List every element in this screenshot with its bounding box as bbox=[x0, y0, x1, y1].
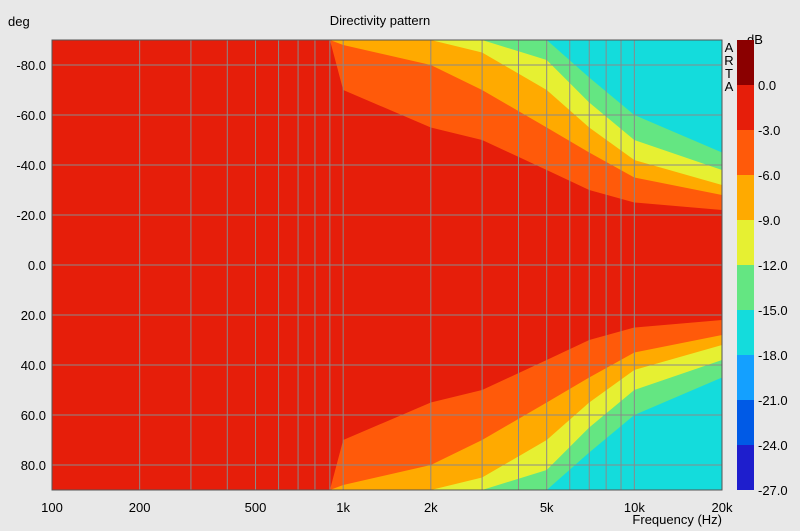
colorbar-swatch bbox=[737, 40, 754, 85]
y-tick-label: -60.0 bbox=[16, 108, 46, 123]
colorbar-swatch bbox=[737, 175, 754, 220]
colorbar-tick-label: -24.0 bbox=[758, 438, 788, 453]
x-tick-label: 100 bbox=[41, 500, 63, 515]
grid-lines bbox=[51, 39, 723, 491]
colorbar-tick-label: -15.0 bbox=[758, 303, 788, 318]
x-tick-label: 1k bbox=[336, 500, 350, 515]
chart-title: Directivity pattern bbox=[330, 13, 430, 28]
colorbar-swatch bbox=[737, 85, 754, 130]
y-tick-label: 60.0 bbox=[21, 408, 46, 423]
y-tick-label: -80.0 bbox=[16, 58, 46, 73]
x-tick-label: 5k bbox=[540, 500, 554, 515]
y-axis-ticks: -80.0 -60.0 -40.0 -20.0 0.0 20.0 40.0 60.0 80.0 bbox=[16, 58, 46, 473]
colorbar-swatch bbox=[737, 220, 754, 265]
x-tick-label: 20k bbox=[712, 500, 733, 515]
colorbar-swatch bbox=[737, 130, 754, 175]
y-tick-label: 40.0 bbox=[21, 358, 46, 373]
colorbar-legend: 0.0 -3.0 -6.0 -9.0 -12.0 -15.0 -18.0 -21.0 -24.0… bbox=[737, 40, 788, 498]
colorbar-swatch bbox=[737, 400, 754, 445]
arta-letter: A bbox=[725, 79, 734, 94]
plot-frame bbox=[51, 39, 723, 491]
x-tick-label: 2k bbox=[424, 500, 438, 515]
colorbar-tick-label: -6.0 bbox=[758, 168, 780, 183]
y-tick-label: 20.0 bbox=[21, 308, 46, 323]
arta-letter: T bbox=[725, 66, 733, 81]
colorbar-tick-label: 0.0 bbox=[758, 78, 776, 93]
colorbar-tick-label: -18.0 bbox=[758, 348, 788, 363]
colorbar-tick-label: -27.0 bbox=[758, 483, 788, 498]
x-tick-label: 200 bbox=[129, 500, 151, 515]
y-axis-label: deg bbox=[8, 14, 30, 29]
arta-letter: A bbox=[725, 40, 734, 55]
colorbar-swatch bbox=[737, 310, 754, 355]
colorbar-tick-label: -9.0 bbox=[758, 213, 780, 228]
x-tick-label: 10k bbox=[624, 500, 645, 515]
y-tick-label: -40.0 bbox=[16, 158, 46, 173]
colorbar-swatch bbox=[737, 445, 754, 490]
x-axis-label: Frequency (Hz) bbox=[632, 512, 722, 527]
x-axis-ticks: 100 200 500 1k 2k 5k 10k 20k bbox=[41, 500, 733, 515]
y-tick-label: 80.0 bbox=[21, 458, 46, 473]
x-tick-label: 500 bbox=[245, 500, 267, 515]
colorbar-tick-label: -3.0 bbox=[758, 123, 780, 138]
colorbar-swatch bbox=[737, 355, 754, 400]
colorbar-tick-label: -12.0 bbox=[758, 258, 788, 273]
y-tick-label: 0.0 bbox=[28, 258, 46, 273]
colorbar-swatch bbox=[737, 265, 754, 310]
colorbar-tick-label: -21.0 bbox=[758, 393, 788, 408]
y-tick-label: -20.0 bbox=[16, 208, 46, 223]
arta-letter: R bbox=[724, 53, 733, 68]
